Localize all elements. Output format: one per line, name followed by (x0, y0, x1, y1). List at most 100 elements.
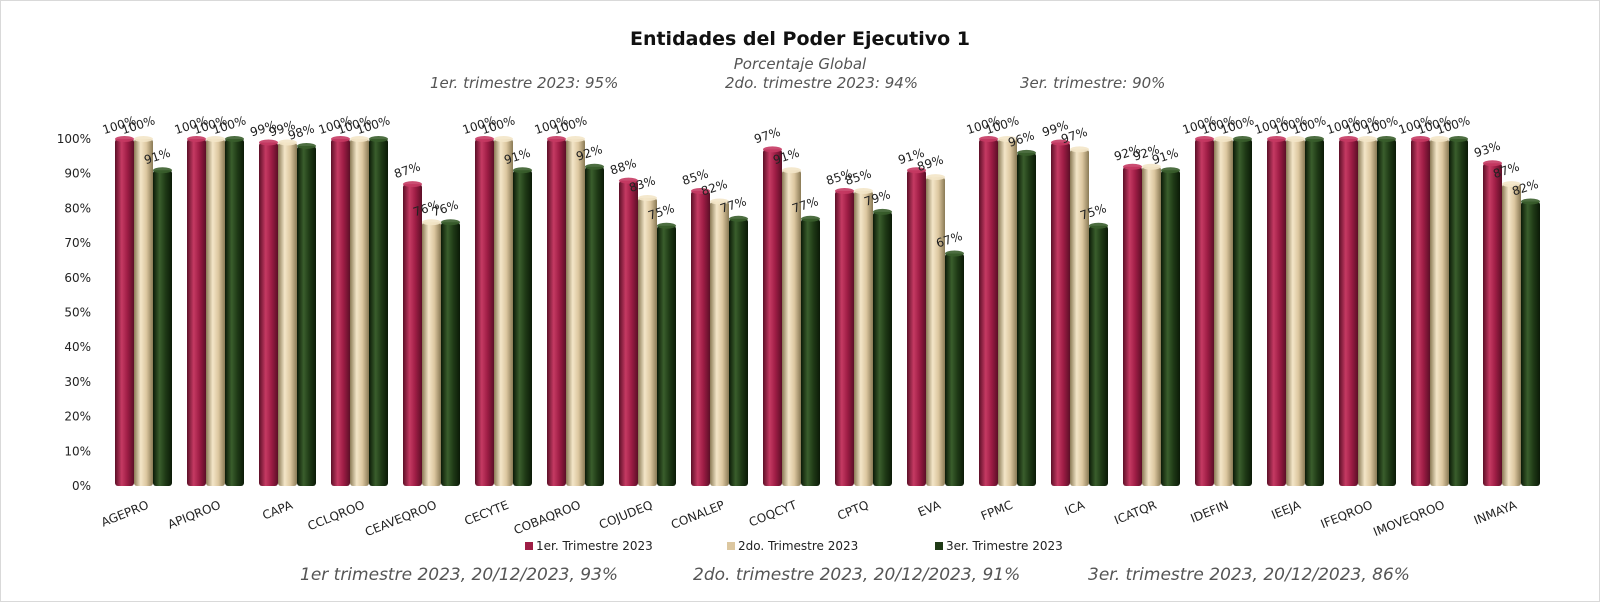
bar-agepro-s2 (134, 139, 153, 486)
bar-cap (1339, 136, 1358, 142)
x-tick-label: CPTQ (835, 498, 870, 523)
data-label: 87% (392, 160, 422, 182)
bar-conalep-s1 (691, 191, 710, 487)
bar-cap (998, 136, 1017, 142)
bar-agepro-s3 (153, 170, 172, 487)
data-label: 77% (718, 194, 748, 216)
bar-cap (1358, 136, 1377, 142)
x-tick-label: ICA (1063, 498, 1088, 519)
bar-cap (1502, 181, 1521, 188)
bar-idefin-s3 (1233, 139, 1252, 486)
bar-cap (1233, 136, 1252, 142)
bar-cobaqroo-s1 (547, 139, 566, 486)
bar-coqcyt-s2 (782, 170, 801, 487)
bar-apiqroo-s2 (206, 139, 225, 486)
bar-cap (638, 194, 657, 201)
bar-cap (585, 163, 604, 170)
bar-coqcyt-s3 (801, 218, 820, 486)
y-tick-label: 40% (64, 340, 91, 354)
bar-fpmc-s3 (1017, 152, 1036, 486)
bar-icatqr-s3 (1161, 170, 1180, 487)
y-tick-label: 10% (64, 444, 91, 458)
legend-swatch-1 (525, 542, 533, 550)
bar-cap (1483, 160, 1502, 167)
x-tick-label: CEAVEQROO (363, 498, 439, 539)
x-tick-label: APIQROO (166, 498, 223, 532)
x-tick-label: EVA (916, 498, 944, 520)
chart-title: Entidades del Poder Ejecutivo 1 (629, 28, 971, 50)
bar-cobaqroo-s2 (566, 139, 585, 486)
bar-cptq-s3 (873, 211, 892, 486)
bar-cap (729, 215, 748, 222)
bar-cap (547, 136, 566, 142)
legend-label-2: 2do. Trimestre 2023 (738, 539, 859, 553)
bar-cap (979, 136, 998, 142)
bar-cptq-s2 (854, 191, 873, 487)
bar-capa-s3 (297, 145, 316, 486)
y-tick-label: 20% (64, 410, 91, 424)
bar-cap (187, 136, 206, 142)
bar-fpmc-s1 (979, 139, 998, 486)
bar-cap (403, 181, 422, 188)
bar-cap (1377, 136, 1396, 142)
x-tick-label: COBAQROO (512, 498, 583, 537)
x-tick-label: FPMC (979, 498, 1015, 523)
legend-swatch-2 (727, 542, 735, 550)
bar-cap (494, 136, 513, 142)
bar-cojudeq-s1 (619, 180, 638, 486)
bar-cecyte-s3 (513, 170, 532, 487)
y-tick-label: 0% (72, 479, 91, 493)
legend-item-1: 1er. Trimestre 2023 (525, 539, 653, 553)
bar-ifeqroo-s3 (1377, 139, 1396, 486)
bar-ifeqroo-s2 (1358, 139, 1377, 486)
x-tick-label: COQCYT (747, 498, 799, 530)
bar-cptq-s1 (835, 191, 854, 487)
y-tick-label: 60% (64, 271, 91, 285)
bar-ica-s3 (1089, 225, 1108, 486)
x-tick-label: IEEJA (1269, 498, 1303, 523)
legend-item-3: 3er. Trimestre 2023 (935, 539, 1063, 553)
bar-ieeja-s2 (1286, 139, 1305, 486)
chart-subtitle: Porcentaje Global (733, 55, 867, 73)
y-tick-label: 50% (64, 306, 91, 320)
bar-eva-s2 (926, 177, 945, 487)
bar-cap (1305, 136, 1324, 142)
data-label: 97% (752, 125, 782, 147)
bar-cap (763, 146, 782, 153)
x-tick-label: IDEFIN (1188, 498, 1230, 526)
bar-cap (475, 136, 494, 142)
bar-cap (1017, 149, 1036, 156)
bar-ica-s1 (1051, 142, 1070, 486)
bottom-note-q3: 3er. trimestre 2023, 20/12/2023, 86% (1088, 565, 1410, 585)
bar-cap (926, 174, 945, 181)
bar-cap (331, 136, 350, 142)
x-tick-label: CAPA (260, 498, 295, 523)
bar-idefin-s2 (1214, 139, 1233, 486)
bar-cap (1430, 136, 1449, 142)
bar-cap (907, 167, 926, 174)
x-tick-label: AGEPRO (99, 498, 151, 530)
bar-eva-s1 (907, 170, 926, 487)
bar-cap (1214, 136, 1233, 142)
bar-icatqr-s1 (1123, 166, 1142, 486)
bar-cap (873, 208, 892, 215)
bar-conalep-s2 (710, 201, 729, 486)
bar-cap (1089, 222, 1108, 229)
y-tick-label: 100% (57, 132, 91, 146)
bar-cap (206, 136, 225, 142)
legend-label-3: 3er. Trimestre 2023 (946, 539, 1063, 553)
bar-cap (422, 219, 441, 226)
bar-cap (278, 139, 297, 146)
bar-cap (1161, 167, 1180, 174)
x-tick-label: CECYTE (462, 498, 510, 528)
y-tick-label: 30% (64, 375, 91, 389)
bar-cclqroo-s1 (331, 139, 350, 486)
bar-cap (657, 222, 676, 229)
x-tick-label: IFEQROO (1319, 498, 1375, 531)
bar-conalep-s3 (729, 218, 748, 486)
y-tick-label: 80% (64, 201, 91, 215)
bar-cobaqroo-s3 (585, 166, 604, 486)
bar-imoveqroo-s1 (1411, 139, 1430, 486)
y-tick-label: 70% (64, 236, 91, 250)
bar-coqcyt-s1 (763, 149, 782, 486)
